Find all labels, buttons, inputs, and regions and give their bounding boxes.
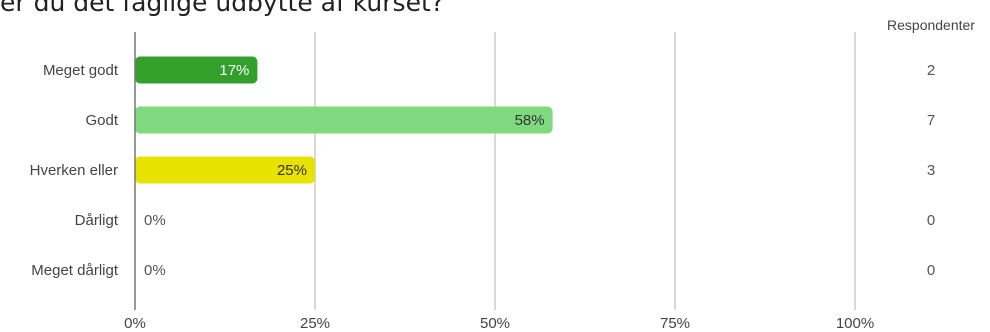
respondent-count: 0 [927, 212, 935, 229]
value-label: 17% [219, 62, 249, 79]
value-label: 25% [277, 162, 307, 179]
bar-godt [135, 106, 553, 134]
category-label: Dårligt [75, 212, 119, 229]
bar-meget-godt [135, 56, 258, 84]
x-tick-label-25: 25% [300, 315, 330, 332]
chart-labels: 0% 25% 50% 75% 100% Meget godt 17% Godt 58% Hverk… [30, 62, 875, 332]
value-label: 0% [144, 212, 166, 229]
category-label: Meget dårligt [31, 262, 119, 279]
category-label: Hverken eller [30, 162, 118, 179]
x-tick-label-100: 100% [836, 315, 874, 332]
respondent-count: 3 [927, 162, 935, 179]
chart-bars [135, 56, 553, 184]
respondents-header: Respondenter [887, 17, 975, 33]
x-tick-label-50: 50% [480, 315, 510, 332]
respondent-count: 0 [927, 262, 935, 279]
respondent-count: 2 [927, 62, 935, 79]
respondents-counts: 2 7 3 0 0 [927, 62, 935, 279]
category-label: Godt [85, 112, 118, 129]
category-label: Meget godt [43, 62, 119, 79]
x-tick-label-75: 75% [660, 315, 690, 332]
x-tick-label-0: 0% [124, 315, 146, 332]
bar-hverken-eller [135, 156, 315, 184]
chart-title: er du det faglige udbytte af kurset? [0, 0, 445, 17]
value-label: 58% [515, 112, 545, 129]
value-label: 0% [144, 262, 166, 279]
respondent-count: 7 [927, 112, 935, 129]
chart-gridlines [314, 32, 856, 310]
